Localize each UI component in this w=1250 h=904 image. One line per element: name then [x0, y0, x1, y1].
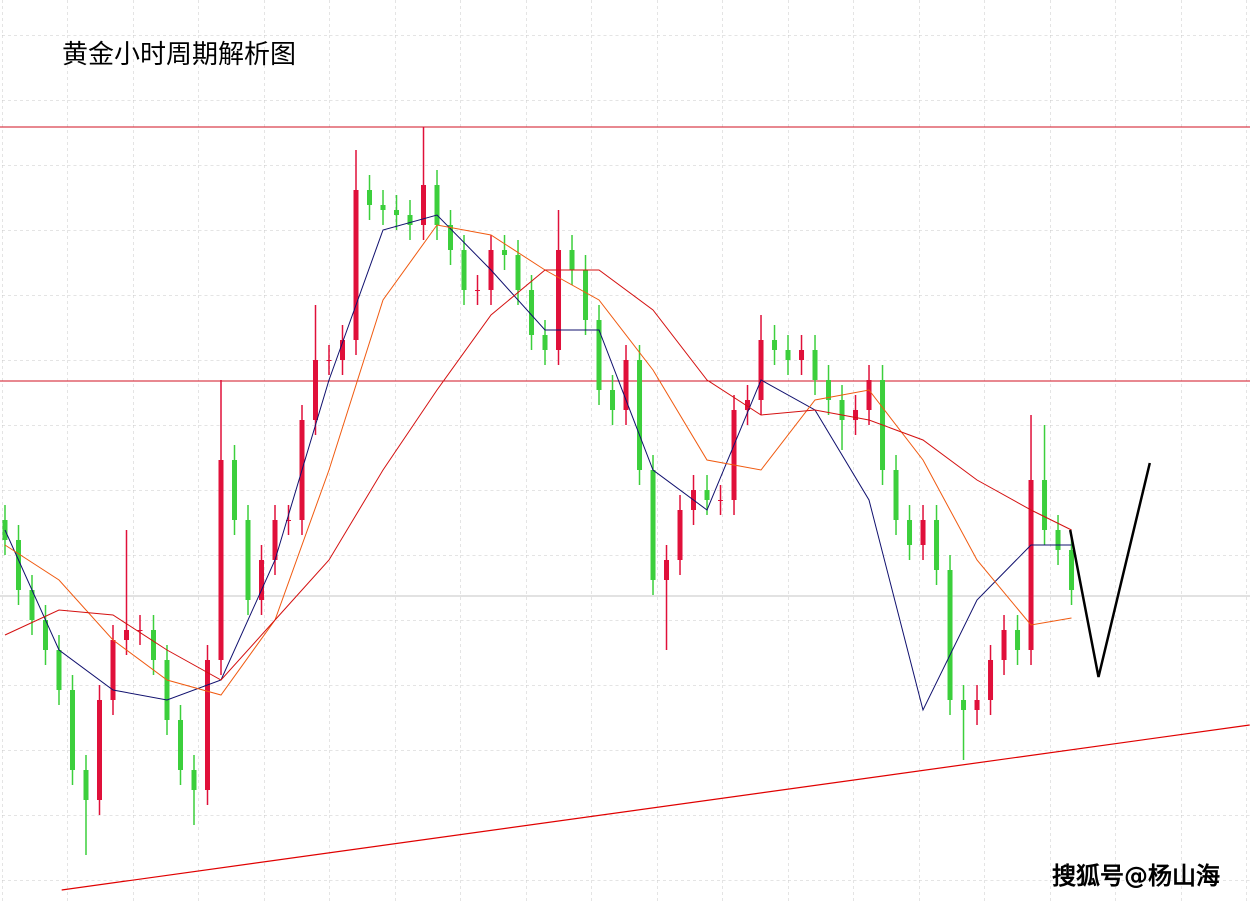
moving-average: [4, 269, 1072, 681]
candle-body: [461, 250, 467, 290]
chart-title: 黄金小时周期解析图: [62, 40, 296, 70]
moving-average: [4, 214, 1072, 712]
candle-body: [502, 250, 508, 255]
candle-body: [974, 700, 980, 710]
candle-body: [988, 660, 994, 700]
candle-body: [1069, 550, 1075, 590]
candle-body: [569, 250, 575, 270]
candle-body: [664, 560, 670, 580]
candle-body: [907, 520, 913, 545]
candle-body: [83, 770, 89, 800]
candle-body: [245, 520, 251, 600]
candle-body: [353, 190, 359, 340]
candle-body: [610, 390, 616, 410]
candle-body: [1001, 630, 1007, 660]
candle-body: [434, 185, 440, 225]
candle-body: [704, 490, 710, 500]
candle-body: [394, 210, 400, 215]
candle-body: [853, 410, 859, 420]
candle-body: [178, 720, 184, 770]
candle-body: [259, 560, 265, 600]
candle-body: [286, 520, 292, 521]
candle-body: [556, 250, 562, 350]
candle-body: [326, 360, 332, 361]
candle-body: [42, 620, 48, 650]
candle-body: [421, 185, 427, 225]
candle-body: [920, 520, 926, 545]
candle-body: [313, 360, 319, 420]
candle-body: [596, 320, 602, 390]
candle-body: [772, 340, 778, 350]
candle-body: [866, 380, 872, 410]
candle-body: [1015, 630, 1021, 650]
candle-body: [164, 660, 170, 720]
candle-body: [731, 410, 737, 500]
candle-body: [542, 335, 548, 350]
candle-body: [137, 630, 143, 631]
candle-body: [718, 500, 724, 501]
watermark: 搜狐号@杨山海: [1052, 862, 1220, 890]
candle-body: [448, 225, 454, 250]
candle-body: [205, 660, 211, 790]
candle-body: [110, 640, 116, 700]
candle-body: [56, 650, 62, 690]
candle-body: [407, 215, 413, 225]
candle-body: [1028, 480, 1034, 650]
candle-body: [839, 400, 845, 420]
candle-body: [529, 290, 535, 335]
drawn-line: [1068, 462, 1152, 678]
candle-body: [785, 350, 791, 360]
candle-body: [123, 630, 129, 640]
candle-body: [515, 255, 521, 290]
candle-body: [637, 360, 643, 470]
candle-body: [758, 340, 764, 400]
candle-body: [826, 380, 832, 400]
candle-body: [1042, 480, 1048, 530]
candle-body: [232, 460, 238, 520]
candle-body: [191, 770, 197, 790]
candle-body: [650, 470, 656, 580]
candle-body: [69, 690, 75, 770]
candle-body: [893, 470, 899, 520]
candle-body: [961, 700, 967, 710]
drawn-line: [61, 724, 1250, 891]
candle-body: [150, 630, 156, 660]
candle-body: [947, 570, 953, 700]
candle-body: [96, 700, 102, 800]
candle-body: [677, 510, 683, 560]
candle-body: [272, 520, 278, 560]
candle-body: [623, 360, 629, 410]
candle-body: [934, 520, 940, 570]
candle-body: [340, 340, 346, 360]
candle-body: [218, 460, 224, 660]
candle-body: [745, 400, 751, 410]
candle-body: [367, 190, 373, 205]
candle-body: [475, 290, 481, 291]
candle-body: [799, 350, 805, 360]
candle-body: [15, 540, 21, 590]
candle-body: [583, 270, 589, 320]
candle-body: [2, 520, 8, 540]
candle-body: [29, 590, 35, 620]
candle-body: [1055, 530, 1061, 550]
candle-body: [380, 205, 386, 210]
candle-body: [812, 350, 818, 380]
plot: [0, 126, 1250, 891]
